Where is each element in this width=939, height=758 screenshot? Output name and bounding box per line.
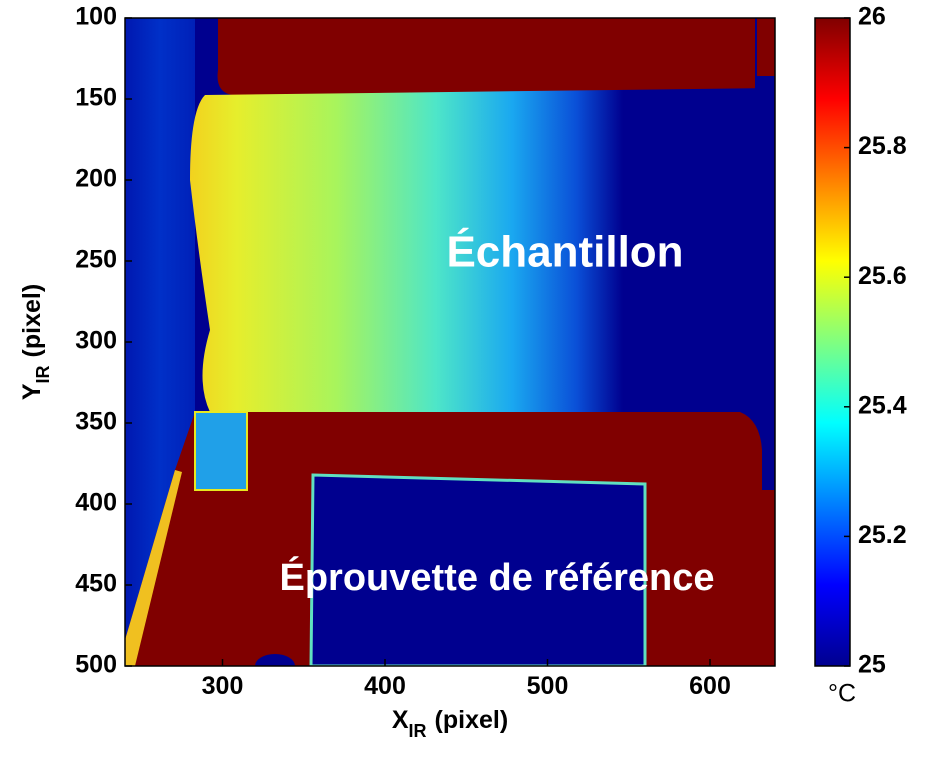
y-label-rest: (pixel) [18,284,46,358]
y-label-main: Y [18,383,46,400]
colorbar [814,17,851,667]
annotation: Échantillon [446,227,683,277]
y-tick-label: 450 [75,570,117,598]
colorbar-tick-label: 25 [858,651,886,679]
image-sample [190,88,775,412]
y-tick-label: 300 [75,327,117,355]
x-tick-label: 600 [689,672,731,700]
colorbar-label: °C [828,680,856,708]
colorbar-tick-label: 26 [858,3,886,31]
y-tick-label: 500 [75,651,117,679]
x-label-main: X [392,706,409,734]
x-tick-label: 500 [527,672,569,700]
y-tick-label: 200 [75,165,117,193]
x-axis-label: XIR (pixel) [392,706,508,741]
colorbar-tick-label: 25.6 [858,262,907,290]
colorbar-tick-label: 25.2 [858,521,907,549]
colorbar-tick-label: 25.4 [858,391,907,419]
y-tick-label: 400 [75,489,117,517]
image-top-block [217,18,756,95]
thermal-image [125,18,775,666]
x-tick-label: 400 [364,672,406,700]
image-reference [309,473,647,666]
image-patch [194,411,248,491]
x-label-rest: (pixel) [435,706,509,734]
image-edge [125,470,182,666]
y-axis-label: YIR (pixel) [18,284,53,400]
x-label-sub: IR [409,721,427,741]
y-tick-label: 250 [75,246,117,274]
y-label-sub: IR [33,365,53,383]
y-tick-label: 350 [75,408,117,436]
image-top-right [757,18,775,76]
y-tick-label: 150 [75,84,117,112]
y-tick-label: 100 [75,3,117,31]
colorbar-tick-label: 25.8 [858,132,907,160]
x-tick-label: 300 [202,672,244,700]
image-blob [255,654,295,666]
annotation: Éprouvette de référence [279,555,714,599]
